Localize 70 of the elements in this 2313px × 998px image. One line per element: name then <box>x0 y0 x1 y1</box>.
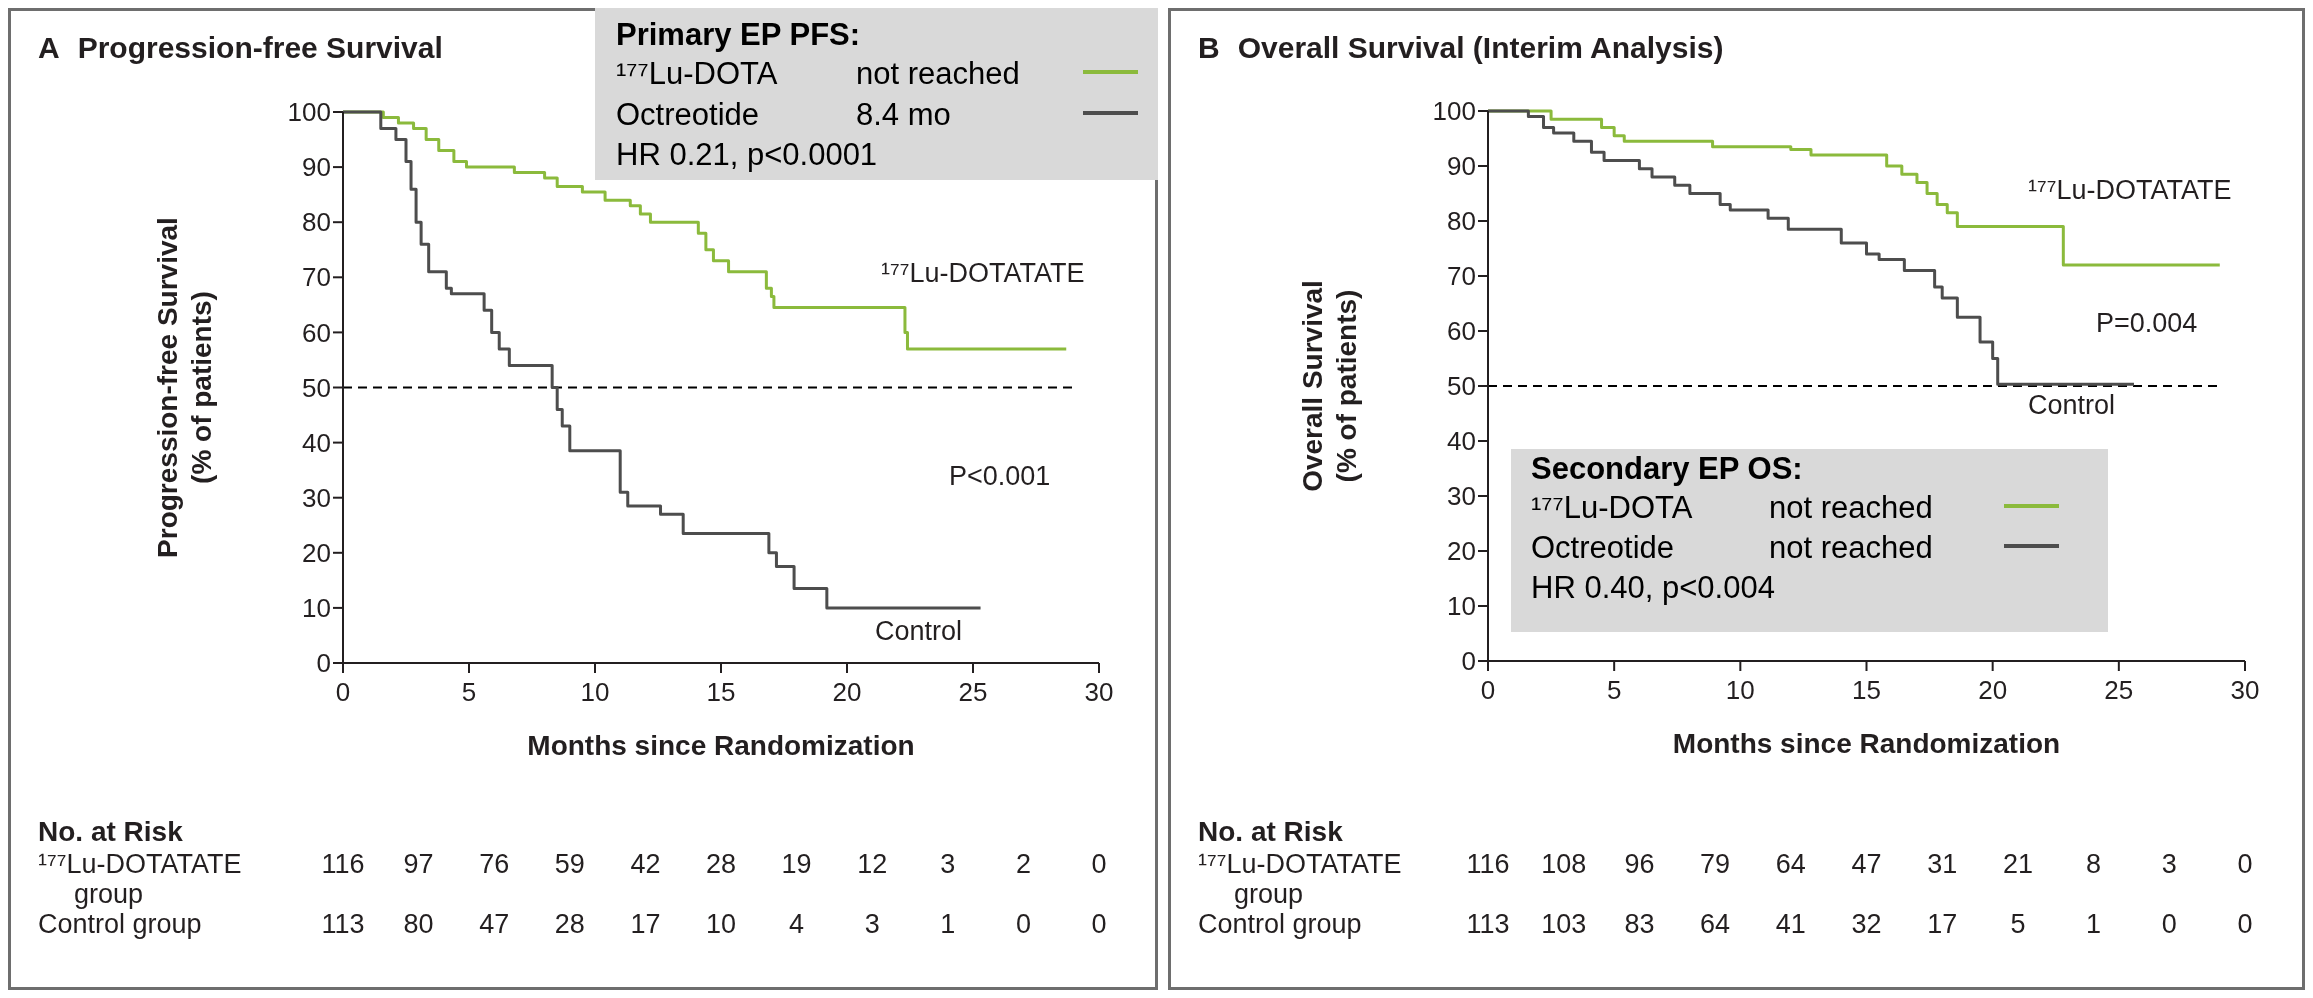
x-tick-label: 0 <box>335 677 351 707</box>
y-tick-label: 40 <box>302 427 331 458</box>
y-tick-label: 70 <box>302 262 331 293</box>
y-tick-label: 40 <box>1447 426 1476 457</box>
annotation: HR 0.21, p<0.0001 <box>616 137 878 172</box>
annotation: 8.4 mo <box>856 97 951 132</box>
y-axis-title: Progression-free Survival (% of patients) <box>152 217 217 558</box>
series-label: Control <box>2028 390 2116 420</box>
annotation: HR 0.40, p<0.004 <box>1531 570 1775 605</box>
text: ¹⁷⁷Lu-DOTATATE group <box>1198 849 1402 909</box>
x-tick-label: 20 <box>1978 675 2008 705</box>
y-tick-label: 50 <box>302 372 331 403</box>
x-tick-label: 30 <box>2230 675 2260 705</box>
y-tick-label: 60 <box>302 317 331 348</box>
x-axis-title: Months since Randomization <box>1672 728 2061 759</box>
annotation: not reached <box>1769 490 1933 525</box>
y-tick-label: 90 <box>1447 151 1476 182</box>
y-tick-label: 10 <box>302 593 331 623</box>
y-tick-label: 50 <box>1447 371 1476 402</box>
text: No. at Risk <box>38 816 184 847</box>
text: 113 103 83 64 41 32 17 5 1 0 0 <box>1466 909 2253 939</box>
text: 116 108 96 79 64 47 31 21 8 3 0 <box>1466 849 2253 879</box>
x-tick-label: 30 <box>1084 677 1114 707</box>
series-label: Control <box>875 616 963 646</box>
text: ¹⁷⁷Lu-DOTA <box>616 56 778 91</box>
y-tick-label: 0 <box>1461 646 1476 677</box>
annotation: not reached <box>1769 530 1933 565</box>
x-tick-label: 25 <box>958 677 988 707</box>
y-tick-label: 0 <box>316 648 331 679</box>
y-tick-label: 20 <box>302 537 331 568</box>
x-tick-label: 20 <box>832 677 862 707</box>
y-tick-label: 20 <box>1447 536 1476 567</box>
text: not reached <box>856 56 1020 91</box>
y-axis-title: Overall Survival (% of patients) <box>1297 280 1362 492</box>
y-tick-label: 80 <box>302 207 331 238</box>
x-tick-label: 10 <box>1725 675 1755 705</box>
annotation: P<0.001 <box>949 461 1051 491</box>
x-tick-label: 10 <box>580 677 610 707</box>
y-tick-label: 90 <box>302 152 331 183</box>
chart-title: A Progression-free Survival <box>38 31 443 64</box>
annotation: Octreotide <box>616 97 760 132</box>
annotation: Secondary EP OS: <box>1531 451 1803 486</box>
text: ¹⁷⁷Lu-DOTATATE group <box>38 849 242 909</box>
y-tick-label: 10 <box>1447 591 1476 622</box>
x-tick-label: 0 <box>1480 675 1496 705</box>
y-tick-label: 60 <box>1447 316 1476 347</box>
text: 113 80 47 28 17 10 4 3 1 0 0 <box>321 909 1107 939</box>
annotation: P=0.004 <box>2096 308 2198 338</box>
x-tick-label: 5 <box>1606 675 1622 705</box>
text: Control group <box>1198 909 1362 939</box>
x-axis-title: Months since Randomization <box>527 730 915 761</box>
text: Primary EP PFS: <box>616 17 861 52</box>
y-tick-label: 70 <box>1447 261 1476 292</box>
x-tick-label: 15 <box>1852 675 1881 705</box>
x-tick-label: 5 <box>461 677 477 707</box>
chart-title: B Overall Survival (Interim Analysis) <box>1198 31 1724 64</box>
y-tick-label: 100 <box>1432 96 1476 127</box>
y-tick-label: 30 <box>302 482 331 513</box>
series-label: ¹⁷⁷Lu-DOTATATE <box>2028 175 2232 205</box>
text: No. at Risk <box>1198 816 1344 847</box>
y-tick-label: 30 <box>1447 481 1476 512</box>
y-tick-label: 80 <box>1447 206 1476 237</box>
annotation: ¹⁷⁷Lu-DOTA <box>1531 490 1693 525</box>
text: 116 97 76 59 42 28 19 12 3 2 0 <box>321 849 1107 879</box>
text: Control group <box>38 909 202 939</box>
series-label: ¹⁷⁷Lu-DOTATATE <box>881 258 1085 288</box>
y-tick-label: 100 <box>287 97 331 128</box>
x-tick-label: 15 <box>706 677 736 707</box>
annotation: Octreotide <box>1531 530 1675 565</box>
x-tick-label: 25 <box>2104 675 2134 705</box>
